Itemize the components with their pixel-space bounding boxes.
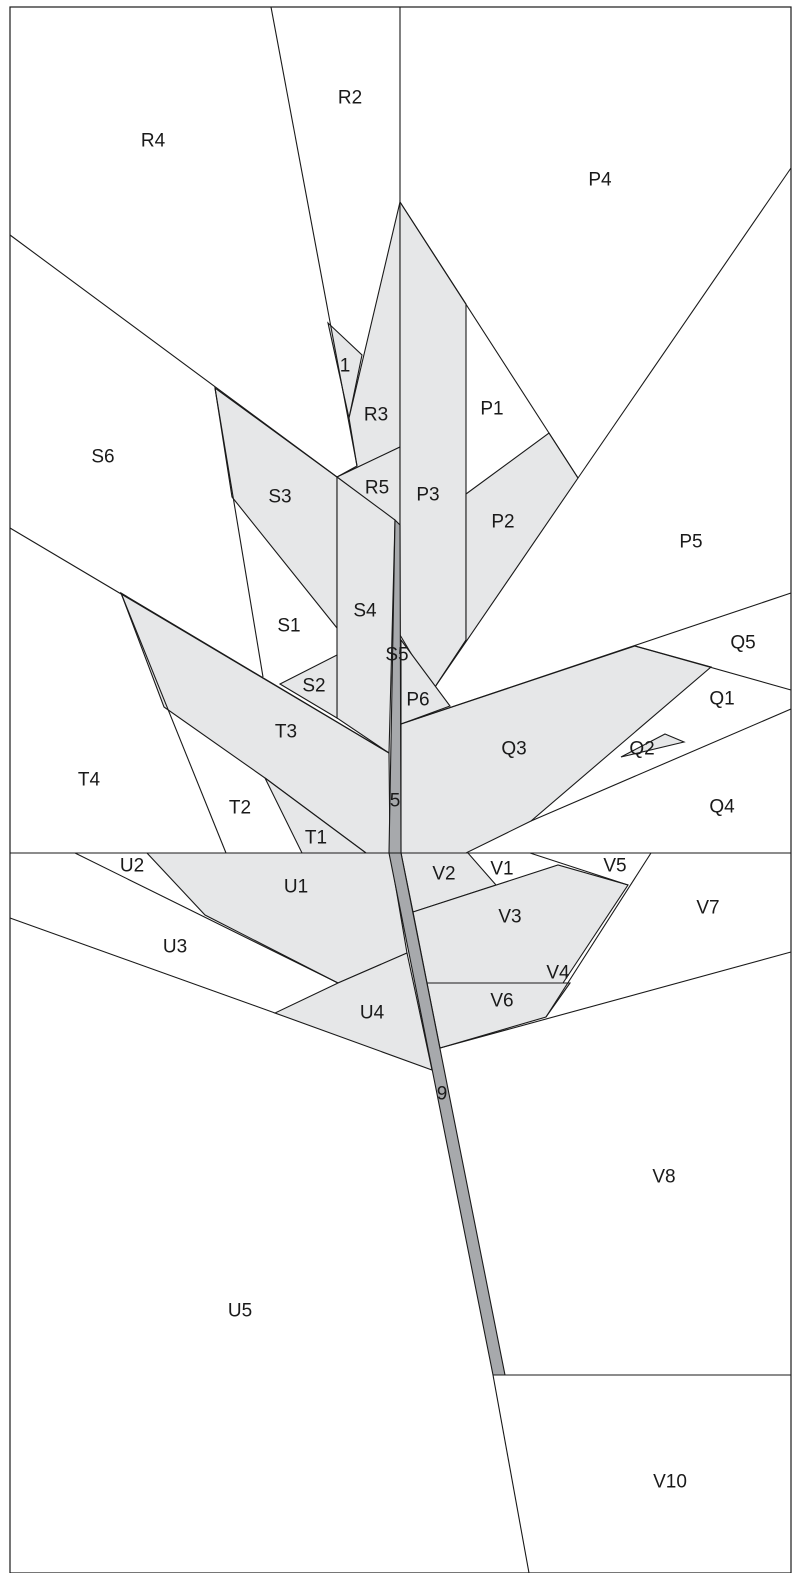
shaded-pieces — [119, 200, 713, 1071]
label-V7: V7 — [696, 898, 719, 919]
label-U3: U3 — [163, 937, 187, 958]
label-P1: P1 — [480, 399, 503, 420]
label-V10: V10 — [653, 1472, 687, 1493]
label-R3: R3 — [364, 405, 388, 426]
label-P6: P6 — [406, 690, 429, 711]
label-R4: R4 — [141, 131, 166, 152]
label-U1: U1 — [284, 877, 308, 898]
label-S5: S5 — [385, 645, 408, 666]
label-5: 5 — [390, 791, 401, 812]
label-V6: V6 — [490, 991, 513, 1012]
seam-lines — [9, 6, 792, 1573]
label-U2: U2 — [120, 856, 144, 877]
label-V2: V2 — [432, 864, 455, 885]
label-V3: V3 — [498, 907, 521, 928]
piece-labels: R4 R2 P4 S6 1 R3 P1 R5 P3 S3 P2 P5 S4 S1… — [78, 88, 756, 1493]
label-T1: T1 — [305, 828, 327, 849]
label-V1: V1 — [490, 859, 513, 880]
label-T3: T3 — [275, 722, 297, 743]
label-Q4: Q4 — [709, 797, 735, 818]
label-S2: S2 — [302, 676, 325, 697]
label-Q3: Q3 — [501, 739, 526, 760]
piece-S2 — [278, 654, 338, 719]
label-Q1: Q1 — [709, 689, 734, 710]
label-R2: R2 — [338, 88, 362, 109]
label-R5: R5 — [365, 478, 389, 499]
label-V4: V4 — [546, 963, 570, 984]
label-T4: T4 — [78, 770, 101, 791]
label-S3: S3 — [268, 487, 291, 508]
label-Q2: Q2 — [629, 739, 654, 760]
piece-P2 — [432, 432, 579, 691]
label-P3: P3 — [416, 485, 439, 506]
label-U4: U4 — [360, 1003, 385, 1024]
label-P2: P2 — [491, 512, 514, 533]
label-U5: U5 — [228, 1301, 252, 1322]
piece-Q2 — [620, 733, 686, 758]
label-T2: T2 — [229, 798, 251, 819]
label-P4: P4 — [588, 170, 612, 191]
label-V8: V8 — [652, 1167, 675, 1188]
label-S4: S4 — [353, 601, 377, 622]
label-1: 1 — [340, 356, 351, 377]
label-Q5: Q5 — [730, 633, 755, 654]
label-9: 9 — [437, 1084, 448, 1105]
label-V5: V5 — [603, 856, 626, 877]
label-S6: S6 — [91, 447, 114, 468]
label-S1: S1 — [277, 616, 300, 637]
label-P5: P5 — [679, 532, 702, 553]
piece-1 — [327, 321, 363, 419]
